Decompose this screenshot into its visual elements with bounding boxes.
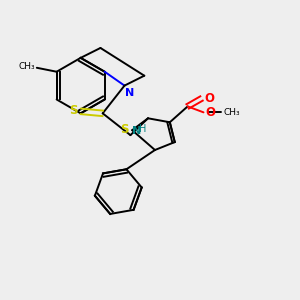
Text: O: O (206, 106, 215, 119)
Text: O: O (205, 92, 214, 105)
Text: N: N (132, 126, 142, 136)
Text: S: S (120, 123, 128, 136)
Text: CH₃: CH₃ (18, 62, 35, 71)
Text: S: S (69, 104, 78, 117)
Text: N: N (125, 88, 135, 98)
Text: CH₃: CH₃ (223, 108, 240, 117)
Text: H: H (139, 124, 147, 134)
